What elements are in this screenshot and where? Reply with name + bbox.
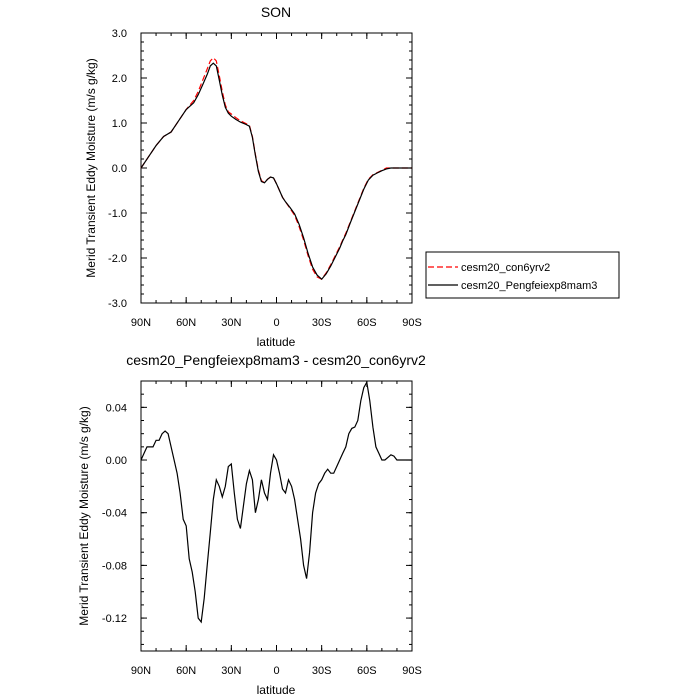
- bottom-x-tick-label: 30S: [312, 665, 332, 677]
- bottom-series-lines: [140, 380, 412, 624]
- bottom-x-axis: 90N 60N 30N 0 30S 60S 90S: [131, 381, 422, 677]
- top-x-tick-label: 90N: [131, 317, 151, 329]
- top-y-tick-label: -3.0: [108, 298, 127, 310]
- bottom-x-tick-label: 30N: [221, 665, 241, 677]
- legend-label-con6yrv2: cesm20_con6yrv2: [461, 262, 550, 274]
- top-x-tick-label: 30S: [312, 317, 332, 329]
- top-x-tick-label: 60N: [176, 317, 196, 329]
- top-chart-title: SON: [261, 4, 291, 20]
- top-series-line-cesm20_pengfeiexp8mam3: [140, 62, 412, 281]
- legend-box: [425, 251, 620, 299]
- top-x-tick-label: 30N: [221, 317, 241, 329]
- bottom-y-tick-label: -0.12: [102, 613, 127, 625]
- bottom-y-tick-label: -0.08: [102, 560, 127, 572]
- top-y-tick-label: 0.0: [112, 163, 127, 175]
- bottom-x-axis-label: latitude: [257, 683, 296, 697]
- top-y-tick-label: -1.0: [108, 208, 127, 220]
- top-y-tick-label: 1.0: [112, 118, 127, 130]
- legend: cesm20_con6yrv2 cesm20_Pengfeiexp8mam3: [425, 251, 620, 299]
- top-y-tick-label: 2.0: [112, 73, 127, 85]
- top-x-tick-label: 60S: [357, 317, 377, 329]
- top-x-tick-label: 90S: [402, 317, 422, 329]
- top-y-axis-label: Merid Transient Eddy Moisture (m/s g/kg): [84, 58, 98, 277]
- top-series-line-cesm20_con6yrv2: [140, 56, 412, 280]
- legend-label-pengfeiexp8mam3: cesm20_Pengfeiexp8mam3: [461, 280, 597, 292]
- bottom-y-tick-label: 0.00: [106, 455, 127, 467]
- bottom-x-tick-label: 90S: [402, 665, 422, 677]
- top-chart-panel: SON 90N 60N 30N 0 30S 60S 90S 3.0 2.0 1.0 0.0 -1.0…: [84, 4, 620, 349]
- bottom-x-tick-label: 60N: [176, 665, 196, 677]
- bottom-series-line-difference: [140, 380, 412, 624]
- bottom-x-tick-label: 0: [273, 665, 279, 677]
- bottom-plot-frame: [140, 380, 413, 652]
- top-series-lines: [140, 56, 412, 281]
- bottom-x-tick-label: 60S: [357, 665, 377, 677]
- bottom-y-axis: 0.04 0.00 -0.04 -0.08 -0.12: [102, 380, 412, 645]
- bottom-y-tick-label: -0.04: [102, 508, 127, 520]
- bottom-chart-title: cesm20_Pengfeiexp8mam3 - cesm20_con6yrv2: [126, 352, 426, 368]
- bottom-x-tick-label: 90N: [131, 665, 151, 677]
- top-x-axis-label: latitude: [257, 335, 296, 349]
- top-x-tick-label: 0: [273, 317, 279, 329]
- bottom-y-tick-label: 0.04: [106, 402, 127, 414]
- bottom-chart-panel: cesm20_Pengfeiexp8mam3 - cesm20_con6yrv2…: [77, 352, 426, 697]
- top-y-tick-label: 3.0: [112, 28, 127, 40]
- top-y-axis: 3.0 2.0 1.0 0.0 -1.0 -2.0 -3.0: [108, 28, 412, 310]
- top-x-axis: 90N 60N 30N 0 30S 60S 90S: [131, 33, 422, 329]
- top-plot-frame: [140, 32, 413, 304]
- top-y-tick-label: -2.0: [108, 253, 127, 265]
- bottom-y-axis-label: Merid Transient Eddy Moisture (m/s g/kg): [77, 406, 91, 625]
